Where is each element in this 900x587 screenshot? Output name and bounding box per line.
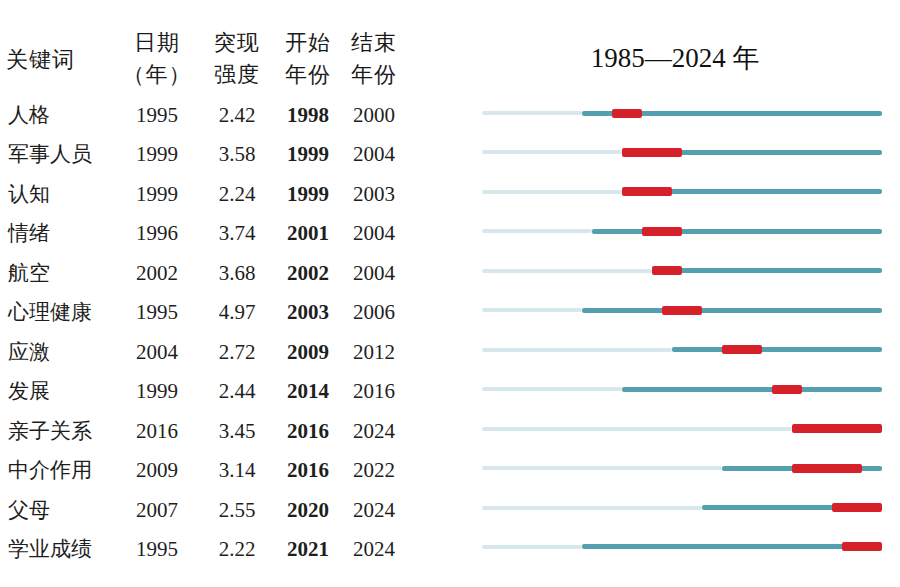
year-cell: 1995 <box>115 300 199 325</box>
keyword-cell: 军事人员 <box>8 140 92 168</box>
keyword-cell: 人格 <box>8 101 50 129</box>
timeline-burst-segment <box>772 385 802 394</box>
timeline-base-segment <box>482 466 722 470</box>
timeline-burst-segment <box>622 148 682 157</box>
burst-row: 亲子关系20163.4520162024 <box>0 411 900 450</box>
burst-row: 航空20023.6820022004 <box>0 253 900 292</box>
year-cell: 2007 <box>115 497 199 522</box>
timeline-base-segment <box>482 308 582 312</box>
timeline-range-title: 1985—2024 年 <box>455 40 895 76</box>
end-year-cell: 2024 <box>332 536 416 561</box>
timeline-burst-segment <box>662 306 702 315</box>
year-cell: 1996 <box>115 221 199 246</box>
timeline-active-segment <box>582 308 882 313</box>
burst-row: 父母20072.5520202024 <box>0 490 900 529</box>
end-year-cell: 2004 <box>332 142 416 167</box>
year-cell: 1995 <box>115 536 199 561</box>
year-cell: 2016 <box>115 418 199 443</box>
keyword-cell: 学业成绩 <box>8 535 92 563</box>
end-year-cell: 2004 <box>332 221 416 246</box>
burst-row: 发展19992.4420142016 <box>0 372 900 411</box>
timeline-active-segment <box>622 387 882 392</box>
timeline-base-segment <box>482 150 622 154</box>
timeline-burst-segment <box>842 542 882 551</box>
burst-row: 应激20042.7220092012 <box>0 332 900 371</box>
keyword-cell: 情绪 <box>8 219 50 247</box>
burst-row: 中介作用20093.1420162022 <box>0 451 900 490</box>
timeline-burst-segment <box>652 266 682 275</box>
burst-row: 情绪19963.7420012004 <box>0 214 900 253</box>
burst-row: 军事人员19993.5819992004 <box>0 135 900 174</box>
burst-row: 学业成绩19952.2220212024 <box>0 529 900 568</box>
keyword-cell: 认知 <box>8 180 50 208</box>
end-year-cell: 2024 <box>332 418 416 443</box>
year-cell: 1995 <box>115 103 199 128</box>
burst-row: 认知19992.2419992003 <box>0 174 900 213</box>
column-header-end-line2: 年份 <box>332 59 416 91</box>
column-header-keyword: 关键词 <box>6 47 102 73</box>
end-year-cell: 2012 <box>332 339 416 364</box>
year-cell: 2009 <box>115 458 199 483</box>
end-year-cell: 2016 <box>332 379 416 404</box>
timeline-active-segment <box>592 229 882 234</box>
timeline-base-segment <box>482 427 792 431</box>
timeline-base-segment <box>482 269 652 273</box>
timeline-burst-segment <box>622 187 672 196</box>
timeline-base-segment <box>482 506 702 510</box>
timeline-base-segment <box>482 229 592 233</box>
timeline-burst-segment <box>722 345 762 354</box>
timeline-burst-segment <box>792 424 882 433</box>
column-header-end-year: 结束 年份 <box>332 27 416 91</box>
year-cell: 2002 <box>115 260 199 285</box>
end-year-cell: 2000 <box>332 103 416 128</box>
timeline-active-segment <box>652 268 882 273</box>
end-year-cell: 2004 <box>332 260 416 285</box>
timeline-base-segment <box>482 111 582 115</box>
end-year-cell: 2006 <box>332 300 416 325</box>
timeline-base-segment <box>482 387 622 391</box>
end-year-cell: 2022 <box>332 458 416 483</box>
keyword-cell: 应激 <box>8 338 50 366</box>
timeline-burst-segment <box>642 227 682 236</box>
column-header-date: 日期 （年） <box>115 27 199 91</box>
timeline-burst-segment <box>792 464 862 473</box>
keyword-cell: 亲子关系 <box>8 417 92 445</box>
keyword-cell: 中介作用 <box>8 456 92 484</box>
timeline-active-segment <box>672 347 882 352</box>
column-header-date-line2: （年） <box>115 59 199 91</box>
timeline-active-segment <box>582 544 882 549</box>
timeline-burst-segment <box>612 109 642 118</box>
keyword-burst-chart: 关键词 日期 （年） 突现 强度 开始 年份 结束 年份 1985—2024 年… <box>0 0 900 587</box>
year-cell: 1999 <box>115 142 199 167</box>
timeline-base-segment <box>482 348 672 352</box>
year-cell: 1999 <box>115 379 199 404</box>
burst-row: 人格19952.4219982000 <box>0 96 900 135</box>
year-cell: 2004 <box>115 339 199 364</box>
year-cell: 1999 <box>115 181 199 206</box>
keyword-cell: 父母 <box>8 496 50 524</box>
column-header-end-line1: 结束 <box>332 27 416 59</box>
timeline-burst-segment <box>832 503 882 512</box>
end-year-cell: 2024 <box>332 497 416 522</box>
timeline-base-segment <box>482 545 582 549</box>
keyword-cell: 航空 <box>8 259 50 287</box>
timeline-base-segment <box>482 190 622 194</box>
column-header-date-line1: 日期 <box>115 27 199 59</box>
keyword-cell: 发展 <box>8 377 50 405</box>
end-year-cell: 2003 <box>332 181 416 206</box>
keyword-cell: 心理健康 <box>8 298 92 326</box>
burst-row: 心理健康19954.9720032006 <box>0 293 900 332</box>
